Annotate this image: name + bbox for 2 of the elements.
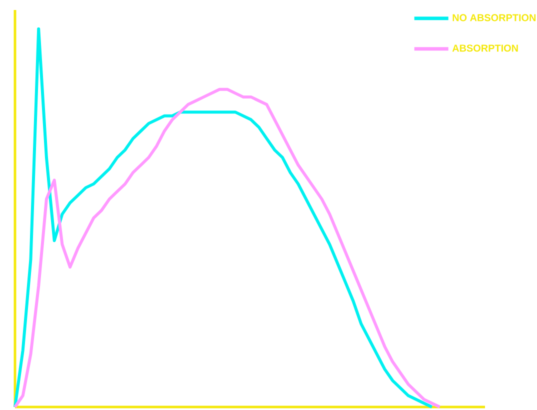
legend-label: NO ABSORPTION [452, 14, 536, 22]
legend-label: ABSORPTION [452, 44, 518, 52]
